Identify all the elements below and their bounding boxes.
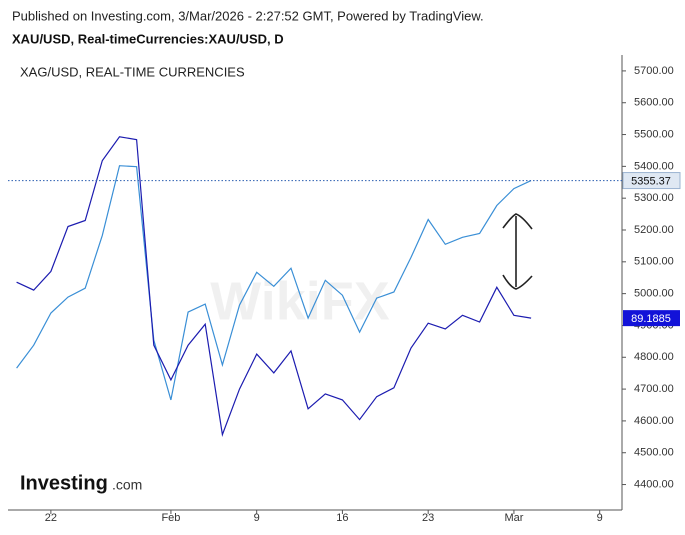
y-tick-label: 5300.00 [634, 192, 674, 204]
x-tick-label: 22 [45, 512, 57, 524]
price-box [623, 310, 680, 327]
published-note: Published on Investing.com, 3/Mar/2026 -… [12, 8, 484, 23]
chart-title: XAU/USD, Real-timeCurrencies:XAU/USD, D [12, 31, 284, 46]
x-tick-label: Mar [504, 512, 523, 524]
y-tick-label: 5000.00 [634, 288, 674, 300]
x-tick-label: Feb [161, 512, 180, 524]
range-arrow [502, 213, 533, 290]
price-label: 89.1885 [631, 313, 671, 325]
logo-suffix: .com [112, 477, 142, 493]
series-line [16, 136, 532, 437]
watermark: WikiFX [210, 271, 390, 331]
price-label: 5355.37 [631, 175, 671, 187]
series-line [16, 165, 532, 401]
legend-label: XAG/USD, REAL-TIME CURRENCIES [20, 64, 245, 79]
y-tick-label: 4700.00 [634, 383, 674, 395]
logo-brand: Investing [20, 472, 108, 494]
y-tick-label: 5700.00 [634, 65, 674, 77]
y-tick-label: 5400.00 [634, 160, 674, 172]
y-tick-label: 5500.00 [634, 128, 674, 140]
x-tick-label: 23 [422, 512, 434, 524]
y-tick-label: 5200.00 [634, 224, 674, 236]
y-tick-label: 4400.00 [634, 478, 674, 490]
price-box [622, 172, 681, 190]
y-tick-label: 5600.00 [634, 97, 674, 109]
x-tick-label: 9 [597, 512, 603, 524]
y-tick-label: 5100.00 [634, 256, 674, 268]
y-tick-label: 4800.00 [634, 351, 674, 363]
y-tick-label: 4500.00 [634, 447, 674, 459]
y-tick-label: 4600.00 [634, 415, 674, 427]
x-tick-label: 9 [254, 512, 260, 524]
x-tick-label: 16 [336, 512, 348, 524]
